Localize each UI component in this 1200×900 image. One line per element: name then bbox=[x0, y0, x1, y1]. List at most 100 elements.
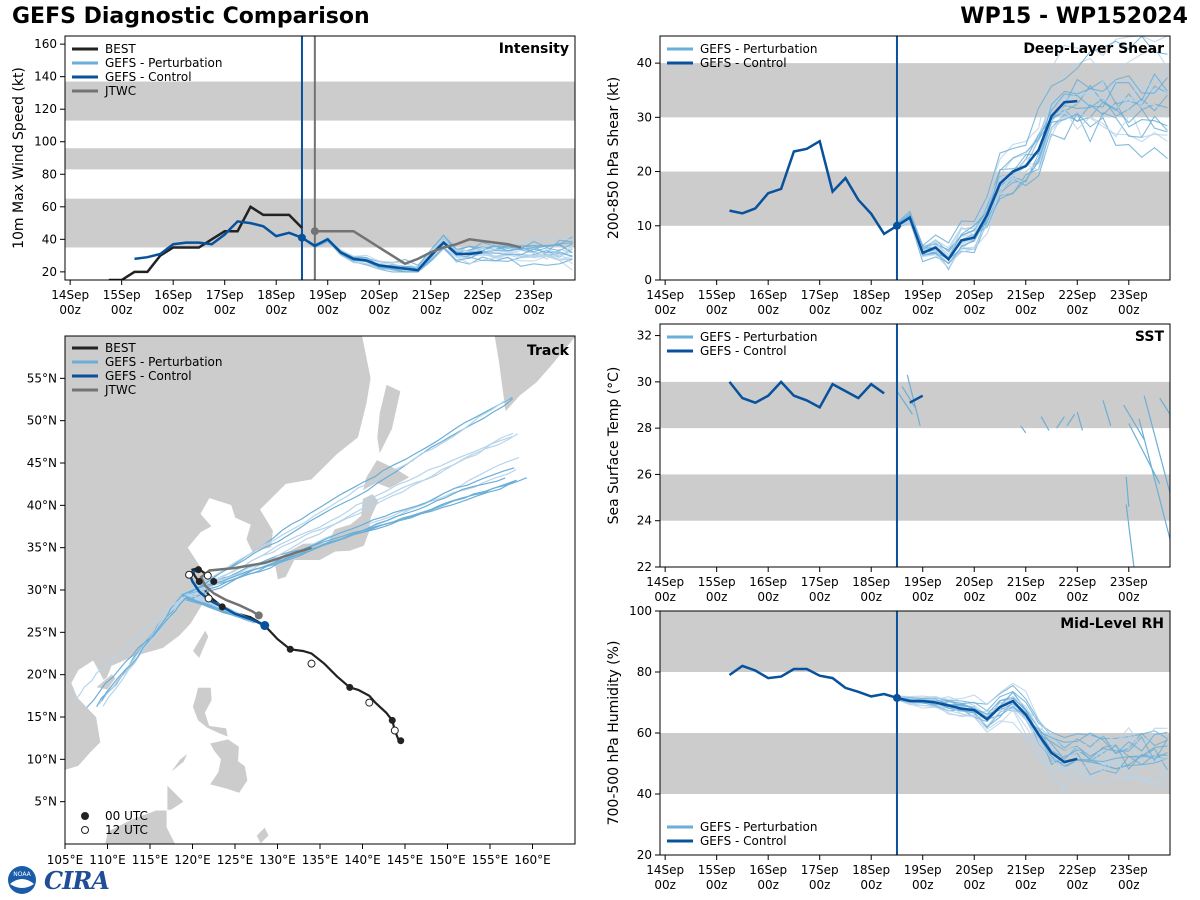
shear-xtick-day: 20Sep bbox=[955, 288, 993, 302]
shear-perturbation-line bbox=[896, 46, 1168, 249]
track-perturbation-line bbox=[185, 467, 515, 623]
sst-xtick-day: 20Sep bbox=[955, 575, 993, 589]
storm-id: WP15 - WP152024 bbox=[960, 4, 1188, 29]
sst-ytick-label: 26 bbox=[637, 467, 652, 481]
intensity-panel: 2040608010012014016014Sep00z15Sep00z16Se… bbox=[11, 35, 576, 317]
track-marker-12utc bbox=[185, 570, 194, 579]
track-marker-00utc bbox=[286, 645, 294, 653]
rh-ytick-label: 60 bbox=[637, 726, 652, 740]
intensity-xtick-day: 21Sep bbox=[412, 288, 450, 302]
intensity-xtick-day: 18Sep bbox=[257, 288, 295, 302]
rh-xtick-day: 22Sep bbox=[1058, 863, 1096, 877]
rh-perturbation-line bbox=[896, 695, 1168, 788]
track-perturbation-line bbox=[188, 433, 519, 622]
intensity-ytick-label: 60 bbox=[42, 200, 57, 214]
sst-xtick-hour: 00z bbox=[963, 590, 985, 604]
track-plot-area bbox=[65, 336, 575, 844]
track-legend-label: GEFS - Perturbation bbox=[105, 355, 222, 369]
intensity-init-marker bbox=[297, 233, 306, 242]
rh-legend-label: GEFS - Perturbation bbox=[700, 820, 817, 834]
sst-ytick-label: 30 bbox=[637, 375, 652, 389]
sst-perturbation-line bbox=[1066, 413, 1076, 427]
intensity-xtick-hour: 00z bbox=[265, 303, 287, 317]
intensity-perturbation-line bbox=[301, 236, 573, 268]
intensity-xtick-hour: 00z bbox=[317, 303, 339, 317]
shear-xtick-hour: 00z bbox=[912, 303, 934, 317]
intensity-series-gefs-control bbox=[134, 220, 483, 272]
sst-perturbation-line bbox=[1056, 416, 1065, 429]
rh-xtick-hour: 00z bbox=[912, 878, 934, 892]
rh-xtick-day: 15Sep bbox=[698, 863, 736, 877]
intensity-ytick-label: 120 bbox=[34, 102, 57, 116]
track-title: Track bbox=[527, 343, 570, 359]
shear-xtick-day: 17Sep bbox=[801, 288, 839, 302]
shear-ytick-label: 10 bbox=[637, 219, 652, 233]
intensity-ytick-label: 20 bbox=[42, 265, 57, 279]
intensity-xtick-hour: 00z bbox=[471, 303, 493, 317]
intensity-xtick-day: 17Sep bbox=[206, 288, 244, 302]
land-visayas-mindanao bbox=[208, 738, 249, 794]
track-xtick-label: 145°E bbox=[387, 853, 424, 867]
sst-xtick-hour: 00z bbox=[809, 590, 831, 604]
track-marker-12utc bbox=[365, 698, 374, 707]
sst-ytick-label: 32 bbox=[637, 329, 652, 343]
sst-frame bbox=[659, 323, 1171, 568]
intensity-xtick-day: 23Sep bbox=[515, 288, 553, 302]
land-kamchatka bbox=[493, 336, 575, 414]
shear-xtick-hour: 00z bbox=[1118, 303, 1140, 317]
land-malay bbox=[65, 776, 66, 844]
rh-band bbox=[660, 611, 1170, 672]
sst-perturbation-line bbox=[896, 390, 913, 415]
track-xtick-label: 155°E bbox=[472, 853, 509, 867]
rh-xtick-hour: 00z bbox=[963, 878, 985, 892]
sst-ytick-label: 24 bbox=[637, 514, 652, 528]
shear-ytick-label: 30 bbox=[637, 110, 652, 124]
rh-ylabel: 700-500 hPa Humidity (%) bbox=[606, 641, 622, 826]
intensity-xtick-hour: 00z bbox=[214, 303, 236, 317]
rh-xtick-hour: 00z bbox=[1118, 878, 1140, 892]
sst-perturbation-line bbox=[1123, 404, 1145, 441]
track-xtick-label: 110°E bbox=[89, 853, 126, 867]
shear-xtick-hour: 00z bbox=[963, 303, 985, 317]
land-palawan bbox=[169, 752, 189, 775]
track-marker-00utc bbox=[194, 566, 202, 574]
track-marker-legend-swatch bbox=[81, 812, 89, 820]
intensity-jtwc-marker bbox=[310, 227, 319, 236]
rh-panel: 2040608010014Sep00z15Sep00z16Sep00z17Sep… bbox=[606, 604, 1171, 892]
sst-series-gefs-control bbox=[728, 380, 885, 409]
rh-xtick-day: 20Sep bbox=[955, 863, 993, 877]
intensity-ytick-label: 80 bbox=[42, 167, 57, 181]
track-perturbation-line bbox=[73, 593, 257, 703]
track-ytick-label: 45°N bbox=[27, 456, 57, 470]
noaa-logo-icon: NOAA bbox=[8, 866, 36, 894]
sst-ytick-label: 22 bbox=[637, 560, 652, 574]
track-xtick-label: 160°E bbox=[514, 853, 551, 867]
sst-perturbation-line bbox=[1125, 476, 1130, 507]
intensity-perturbation-line bbox=[301, 237, 573, 273]
intensity-xtick-hour: 00z bbox=[59, 303, 81, 317]
land-luzon bbox=[192, 687, 229, 738]
sst-xtick-day: 14Sep bbox=[646, 575, 684, 589]
rh-xtick-day: 18Sep bbox=[852, 863, 890, 877]
sst-ytick-label: 28 bbox=[637, 421, 652, 435]
rh-xtick-hour: 00z bbox=[654, 878, 676, 892]
track-ytick-label: 5°N bbox=[34, 795, 57, 809]
intensity-ylabel: 10m Max Wind Speed (kt) bbox=[11, 67, 27, 249]
shear-xtick-day: 15Sep bbox=[698, 288, 736, 302]
track-marker-legend-label: 00 UTC bbox=[105, 809, 148, 823]
shear-series-gefs-control bbox=[729, 99, 1078, 262]
shear-xtick-day: 21Sep bbox=[1007, 288, 1045, 302]
rh-xtick-day: 19Sep bbox=[904, 863, 942, 877]
intensity-xtick-hour: 00z bbox=[523, 303, 545, 317]
sst-xtick-day: 23Sep bbox=[1110, 575, 1148, 589]
sst-xtick-day: 19Sep bbox=[904, 575, 942, 589]
land-halmahera bbox=[255, 826, 270, 844]
sst-perturbation-line bbox=[1020, 425, 1027, 434]
shear-ylabel: 200-850 hPa Shear (kt) bbox=[606, 77, 622, 239]
sst-xtick-hour: 00z bbox=[706, 590, 728, 604]
rh-ytick-label: 20 bbox=[637, 848, 652, 862]
sst-xtick-day: 17Sep bbox=[801, 575, 839, 589]
track-marker-00utc bbox=[195, 578, 203, 586]
intensity-legend-label: JTWC bbox=[104, 84, 136, 98]
land-taiwan bbox=[192, 628, 210, 660]
